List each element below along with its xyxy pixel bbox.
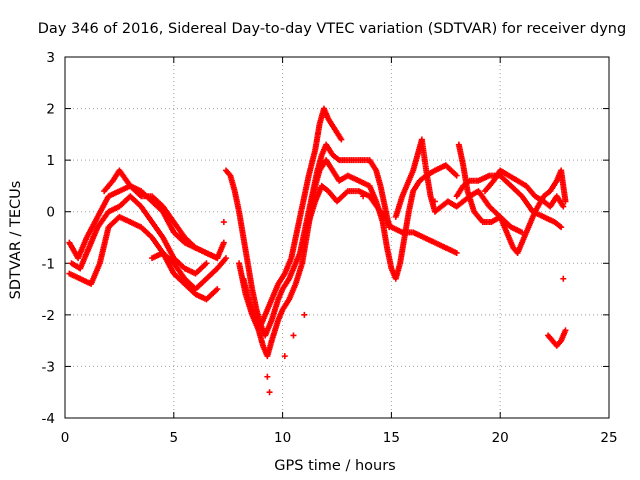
y-tick-label: -1 [42,256,55,272]
x-tick-label: 15 [383,430,400,446]
data-point [214,286,221,293]
data-point [220,239,227,246]
y-tick-label: -2 [42,308,55,324]
y-axis-label: SDTVAR / TECUs [8,181,24,300]
data-point [431,198,438,205]
x-tick-label: 10 [274,430,291,446]
data-point [266,389,273,396]
data-point [290,332,297,339]
data-point [220,219,227,226]
data-point [560,203,567,210]
data-point [560,275,567,282]
y-tick-label: 0 [46,205,55,221]
data-point [453,249,460,256]
x-tick-label: 20 [492,430,509,446]
data-point [453,172,460,179]
x-tick-label: 0 [61,430,70,446]
plot-frame [64,56,610,419]
y-tick-labels: 3 2 1 0 -1 -2 -3 -4 [42,50,55,427]
axis-ticks [64,56,610,419]
x-axis-label: GPS time / hours [274,458,395,474]
data-point [264,373,271,380]
data-point [562,327,569,334]
data-point [203,260,210,267]
y-tick-label: -4 [42,411,55,427]
data-point [360,193,367,200]
x-tick-label: 25 [600,430,617,446]
y-tick-label: 2 [46,102,55,118]
y-tick-label: 1 [46,153,55,169]
data-point [338,136,345,143]
data-point [301,311,308,318]
x-tick-labels: 0 5 10 15 20 25 [61,430,618,446]
y-tick-label: 3 [46,50,55,66]
data-point [558,224,565,231]
data-point [281,353,288,360]
y-tick-label: -3 [42,359,55,375]
x-tick-label: 5 [170,430,179,446]
data-points [66,105,569,396]
chart-title: Day 346 of 2016, Sidereal Day-to-day VTE… [38,21,626,37]
grid-lines [65,57,609,418]
data-point [223,255,230,262]
